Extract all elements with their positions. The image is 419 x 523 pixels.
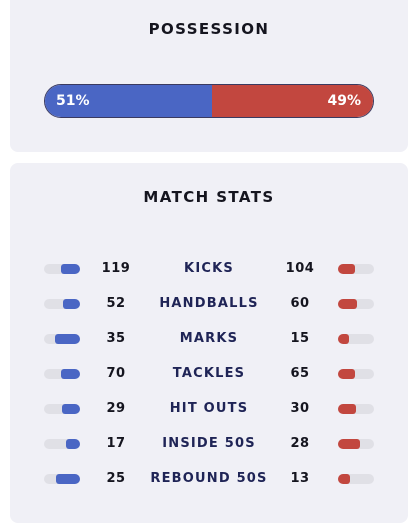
home-stat-value: 35 (106, 331, 126, 346)
home-stat-bar-fill (63, 299, 80, 309)
stat-label: HANDBALLS (159, 296, 259, 311)
away-stat-value: 28 (290, 436, 310, 451)
stat-row: 35 MARKS 15 (10, 329, 408, 349)
home-stat-value: 70 (106, 366, 126, 381)
away-stat-bar (338, 439, 374, 449)
stat-row: 70 TACKLES 65 (10, 364, 408, 384)
home-stat-bar (44, 369, 80, 379)
possession-card: POSSESSION 51% 49% (10, 0, 408, 152)
home-stat-bar-fill (61, 369, 80, 379)
possession-away-percent: 49% (327, 93, 361, 109)
home-stat-bar (44, 334, 80, 344)
away-stat-bar-fill (338, 439, 360, 449)
away-stat-bar-fill (338, 369, 355, 379)
away-stat-bar-fill (338, 264, 355, 274)
match-stats-title: MATCH STATS (143, 188, 275, 206)
stat-label: INSIDE 50S (162, 436, 256, 451)
possession-home-percent: 51% (56, 93, 90, 109)
away-stat-bar (338, 299, 374, 309)
home-stat-bar (44, 299, 80, 309)
away-stat-value: 60 (290, 296, 310, 311)
home-stat-value: 119 (101, 261, 131, 276)
home-stat-bar (44, 474, 80, 484)
stat-row: 29 HIT OUTS 30 (10, 399, 408, 419)
away-stat-bar (338, 369, 374, 379)
stat-label: REBOUND 50S (150, 471, 268, 486)
away-stat-value: 13 (290, 471, 310, 486)
stat-label: MARKS (179, 331, 239, 346)
stat-row: 17 INSIDE 50S 28 (10, 434, 408, 454)
home-stat-value: 52 (106, 296, 126, 311)
home-stat-value: 29 (106, 401, 126, 416)
away-stat-bar (338, 264, 374, 274)
possession-title: POSSESSION (148, 20, 270, 38)
away-stat-bar (338, 404, 374, 414)
home-stat-bar (44, 439, 80, 449)
away-stat-value: 104 (285, 261, 315, 276)
home-stat-bar-fill (61, 264, 80, 274)
away-stat-bar-fill (338, 334, 349, 344)
away-stat-bar-fill (338, 474, 350, 484)
home-stat-bar-fill (56, 474, 80, 484)
away-stat-value: 15 (290, 331, 310, 346)
home-stat-bar-fill (66, 439, 80, 449)
away-stat-bar (338, 334, 374, 344)
stat-label: TACKLES (172, 366, 246, 381)
home-stat-bar-fill (62, 404, 80, 414)
home-stat-bar (44, 264, 80, 274)
home-stat-value: 25 (106, 471, 126, 486)
stat-row: 119 KICKS 104 (10, 259, 408, 279)
away-stat-bar-fill (338, 299, 357, 309)
possession-away-segment: 49% (212, 85, 373, 117)
home-stat-value: 17 (106, 436, 126, 451)
possession-bar: 51% 49% (44, 84, 374, 118)
home-stat-bar-fill (55, 334, 80, 344)
stat-row: 25 REBOUND 50S 13 (10, 469, 408, 489)
stat-row: 52 HANDBALLS 60 (10, 294, 408, 314)
away-stat-value: 30 (290, 401, 310, 416)
away-stat-bar (338, 474, 374, 484)
away-stat-value: 65 (290, 366, 310, 381)
possession-home-segment: 51% (45, 85, 213, 117)
stat-label: HIT OUTS (169, 401, 249, 416)
match-stats-card: MATCH STATS 119 KICKS 104 52 HANDBALLS 60 35 MA… (10, 163, 408, 523)
home-stat-bar (44, 404, 80, 414)
stat-label: KICKS (184, 261, 234, 276)
away-stat-bar-fill (338, 404, 356, 414)
